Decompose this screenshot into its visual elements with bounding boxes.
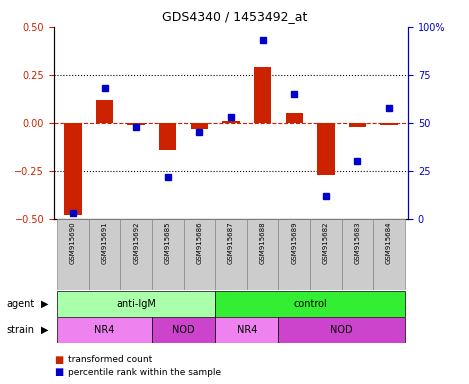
Bar bbox=[159, 123, 176, 150]
Bar bbox=[279, 317, 405, 343]
Text: NOD: NOD bbox=[172, 325, 195, 335]
Text: GSM915688: GSM915688 bbox=[260, 221, 265, 264]
Bar bbox=[191, 123, 208, 129]
Text: GSM915690: GSM915690 bbox=[70, 221, 76, 264]
Bar bbox=[128, 123, 145, 125]
Text: NOD: NOD bbox=[330, 325, 353, 335]
Text: GSM915689: GSM915689 bbox=[291, 221, 297, 264]
Text: agent: agent bbox=[6, 299, 34, 309]
Text: GSM915687: GSM915687 bbox=[228, 221, 234, 264]
Bar bbox=[64, 123, 82, 215]
Text: ▶: ▶ bbox=[41, 325, 48, 335]
Text: GSM915686: GSM915686 bbox=[197, 221, 202, 264]
Bar bbox=[247, 219, 279, 290]
Bar bbox=[152, 317, 215, 343]
Text: NR4: NR4 bbox=[94, 325, 115, 335]
Bar bbox=[286, 113, 303, 123]
Bar bbox=[317, 123, 334, 175]
Bar bbox=[349, 123, 366, 127]
Bar bbox=[96, 100, 113, 123]
Bar bbox=[183, 219, 215, 290]
Text: NR4: NR4 bbox=[236, 325, 257, 335]
Bar bbox=[57, 317, 152, 343]
Bar bbox=[254, 67, 271, 123]
Bar bbox=[121, 219, 152, 290]
Bar bbox=[152, 219, 183, 290]
Text: anti-IgM: anti-IgM bbox=[116, 299, 156, 309]
Text: ▶: ▶ bbox=[41, 299, 48, 309]
Bar bbox=[57, 219, 89, 290]
Text: strain: strain bbox=[6, 325, 34, 335]
Text: percentile rank within the sample: percentile rank within the sample bbox=[68, 368, 221, 377]
Text: GSM915691: GSM915691 bbox=[101, 221, 107, 264]
Bar bbox=[373, 219, 405, 290]
Text: GSM915684: GSM915684 bbox=[386, 221, 392, 263]
Bar bbox=[215, 317, 279, 343]
Text: transformed count: transformed count bbox=[68, 355, 152, 364]
Bar bbox=[310, 219, 341, 290]
Bar bbox=[215, 291, 405, 317]
Bar bbox=[89, 219, 121, 290]
Bar bbox=[380, 123, 398, 125]
Text: GSM915692: GSM915692 bbox=[133, 221, 139, 263]
Bar bbox=[279, 219, 310, 290]
Text: GSM915683: GSM915683 bbox=[355, 221, 361, 264]
Bar bbox=[222, 121, 240, 123]
Bar bbox=[57, 291, 215, 317]
Text: control: control bbox=[293, 299, 327, 309]
Text: GDS4340 / 1453492_at: GDS4340 / 1453492_at bbox=[162, 10, 307, 23]
Bar bbox=[215, 219, 247, 290]
Text: ■: ■ bbox=[54, 367, 63, 377]
Text: ■: ■ bbox=[54, 355, 63, 365]
Text: GSM915682: GSM915682 bbox=[323, 221, 329, 263]
Bar bbox=[341, 219, 373, 290]
Text: GSM915685: GSM915685 bbox=[165, 221, 171, 263]
